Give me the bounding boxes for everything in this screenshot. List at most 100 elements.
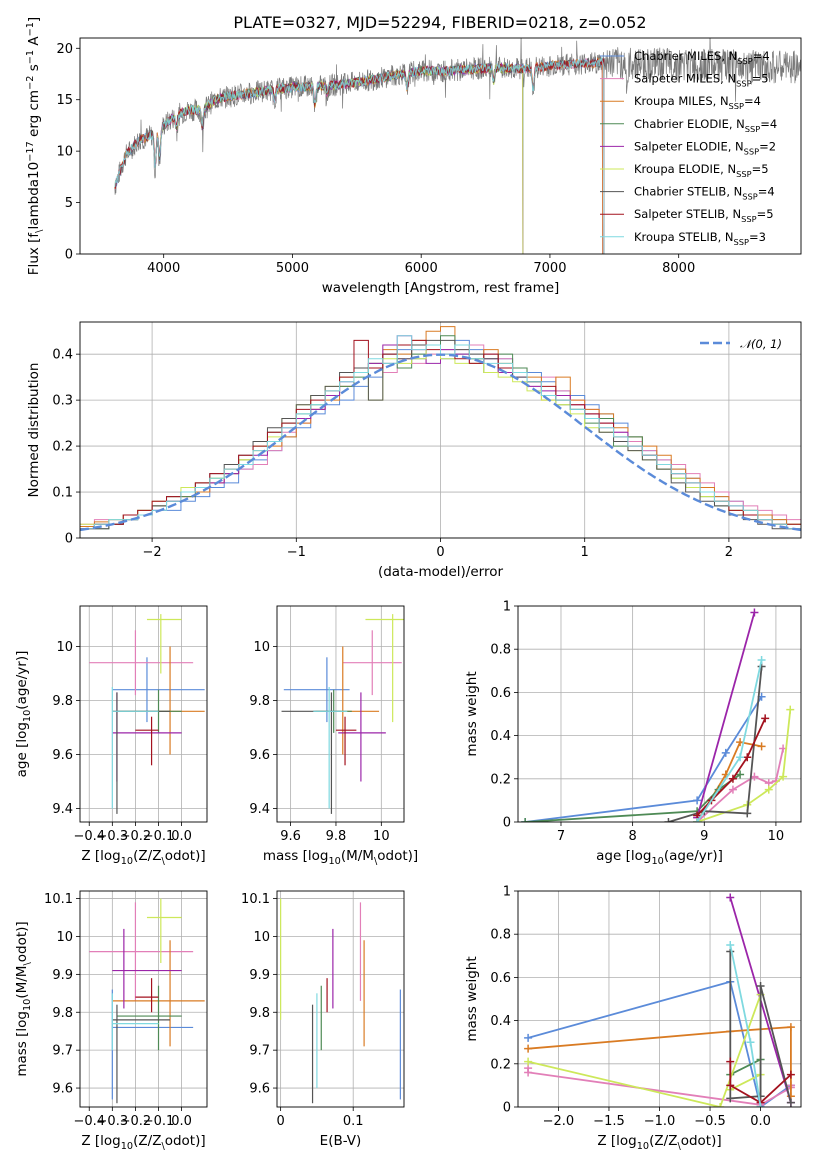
- residuals-axes-frame: [79, 321, 802, 539]
- y-axis-label: age [log10(age/yr)]: [14, 651, 33, 778]
- errorbar-point-salpeter-miles: [342, 630, 402, 696]
- y-tick-label: 10.1: [44, 892, 73, 907]
- x-tick-label: −0.1: [143, 829, 175, 844]
- errorbar-point-kroupa-stelib: [111, 993, 159, 1051]
- legend-label: 𝒩(0, 1): [740, 337, 782, 351]
- x-tick-label: −0.4: [73, 829, 105, 844]
- weight-marker: [756, 1103, 765, 1107]
- weight-marker: [761, 714, 770, 723]
- y-tick-label: 9.4: [52, 802, 73, 817]
- legend-label: Chabrier ELODIE, NSSP=4: [634, 117, 777, 134]
- gaussian-reference-curve: [80, 353, 801, 532]
- weight-marker: [524, 1057, 533, 1066]
- weight-marker: [524, 1033, 533, 1042]
- weight-series-kroupa-stelib: [693, 656, 766, 822]
- y-tick-label: 9.6: [249, 748, 270, 763]
- weight-line: [525, 696, 763, 822]
- y-axis-label: mass [log10(M/M\odot)]: [14, 921, 33, 1076]
- y-tick-label: 1: [503, 885, 511, 900]
- weight-series-kroupa-elodie: [524, 990, 765, 1107]
- y-tick-label: 10: [253, 640, 270, 655]
- weight-marker: [524, 1044, 533, 1053]
- y-tick-label: 0.4: [490, 729, 511, 744]
- errorbar-point-salpeter-elodie: [338, 692, 386, 782]
- x-tick-label: 1: [581, 545, 589, 560]
- x-tick-label: −1: [287, 545, 306, 560]
- age-vs-Z-panel: −0.4−0.3−0.2−0.10.0 9.4 9.6 9.8 10 Z [log10(Z…: [14, 605, 208, 867]
- age-vs-mass-panel: 9.6 9.8 10 9.4 9.6 9.8 10 mass [log10(M/M\odot)…: [249, 605, 418, 867]
- y-tick-label: 9.8: [52, 1006, 73, 1021]
- weight-series-salpeter-stelib: [726, 1057, 795, 1107]
- residuals-panel: −2 −1 0 1 2 0 0.1 0.2 0.3 0.4 (data-model)/error No…: [26, 321, 802, 580]
- weight-marker: [757, 742, 766, 751]
- x-tick-label: 0.0: [750, 1114, 771, 1129]
- y-tick-label: 15: [56, 93, 73, 108]
- y-tick-label: 0.8: [490, 928, 511, 943]
- x-tick-label: −1.0: [644, 1114, 676, 1129]
- errorbar-point-chabrier-elodie: [116, 985, 182, 1051]
- age-vs-mass-plot-area: [277, 606, 404, 822]
- x-tick-label: 0: [436, 545, 444, 560]
- x-tick-label: 0.0: [171, 829, 192, 844]
- errorbar-point-chabrier-stelib: [112, 1004, 171, 1104]
- errorbar-point-salpeter-stelib: [135, 978, 159, 1013]
- y-tick-label: 9.8: [249, 1006, 270, 1021]
- errorbar-point-salpeter-elodie: [112, 928, 182, 1009]
- y-tick-label: 10: [56, 145, 73, 160]
- weight-series-chabrier-miles: [521, 692, 766, 822]
- histogram-kroupa-miles: [80, 326, 801, 528]
- y-tick-label: 0.6: [490, 971, 511, 986]
- legend-label: Salpeter MILES, NSSP=5: [634, 72, 769, 89]
- weight-marker: [786, 1098, 795, 1107]
- mass-vs-Z-plot-area: [80, 891, 207, 1107]
- y-tick-label: 0: [65, 532, 73, 547]
- x-tick-label: −2: [143, 545, 162, 560]
- weight-line: [696, 748, 784, 822]
- model-spectrum-chabrier-elodie: [163, 63, 524, 254]
- mass-vs-ebv-axes-frame: [276, 890, 405, 1108]
- x-tick-label: 0.0: [171, 1114, 192, 1129]
- age-vs-Z-axes-frame: [79, 605, 208, 823]
- errorbar-point-salpeter-miles: [89, 902, 194, 1001]
- y-tick-label: 0.2: [490, 772, 511, 787]
- weight-line: [729, 1061, 792, 1104]
- y-tick-label: 20: [56, 42, 73, 57]
- model-spectrum-salpeter-stelib: [114, 58, 605, 254]
- y-tick-label: 0.2: [52, 440, 73, 455]
- x-axis-label: Z [log10(Z/Z\odot)]: [597, 1133, 721, 1152]
- y-tick-label: 5: [65, 196, 73, 211]
- weight-series-salpeter-stelib: [693, 714, 770, 820]
- errorbar-point-salpeter-stelib: [135, 716, 159, 766]
- x-tick-label: 8000: [662, 261, 695, 276]
- x-tick-label: 7000: [533, 261, 566, 276]
- spectrum-panel: 4000 5000 6000 7000 8000 0 5 10 15 20 wavelength […: [25, 13, 802, 296]
- residuals-plot-area: [80, 322, 801, 538]
- weight-series-kroupa-stelib: [726, 941, 765, 1107]
- x-axis-label: Z [log10(Z/Z\odot)]: [81, 848, 205, 867]
- y-tick-label: 0.1: [52, 486, 73, 501]
- x-axis-label: wavelength [Angstrom, rest frame]: [322, 280, 560, 296]
- y-tick-label: 0: [65, 248, 73, 263]
- errorbar-point-kroupa-elodie: [365, 614, 404, 723]
- legend-label: Salpeter ELODIE, NSSP=2: [634, 139, 776, 156]
- weight-line: [527, 994, 762, 1107]
- errorbar-point-chabrier-stelib: [112, 692, 171, 814]
- age-vs-Z-plot-area: [80, 606, 207, 822]
- errorbar-point-kroupa-elodie: [146, 898, 182, 963]
- x-tick-label: 10: [373, 829, 390, 844]
- x-tick-label: 0.1: [343, 1114, 364, 1129]
- weight-marker: [726, 1094, 735, 1103]
- weight-marker: [736, 770, 745, 779]
- weight-line: [696, 612, 756, 818]
- x-tick-label: 0: [276, 1114, 284, 1129]
- weight-marker: [721, 748, 730, 757]
- mass-vs-Z-panel: −0.4−0.3−0.2−0.10.0 9.6 9.7 9.8 9.9 10 10.1 Z […: [14, 890, 208, 1152]
- weight-vs-Z-panel: −2.0 −1.5 −1.0 −0.5 0.0 0 0.2 0.4 0.6 0.8 1 Z [log1…: [464, 885, 802, 1152]
- x-tick-label: −1.5: [593, 1114, 625, 1129]
- weight-marker: [743, 809, 752, 818]
- errorbar-point-salpeter-stelib: [335, 716, 357, 766]
- mass-vs-ebv-plot-area: [277, 891, 404, 1107]
- weight-marker: [756, 982, 765, 991]
- weight-marker: [743, 753, 752, 762]
